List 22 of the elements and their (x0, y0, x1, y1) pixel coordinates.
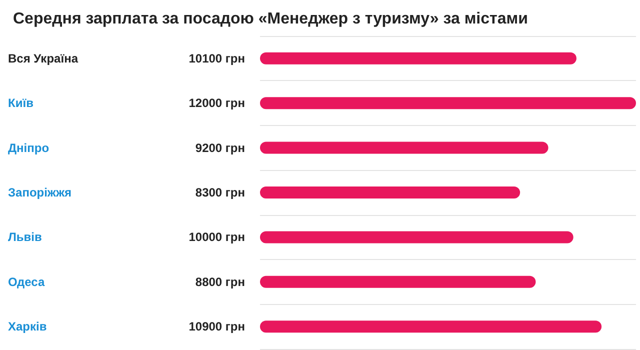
y-tick-label: Київ (8, 96, 34, 110)
y-tick-label: Львів (8, 230, 42, 244)
bar (260, 276, 536, 288)
y-tick-label: Харків (8, 320, 47, 334)
bar (260, 97, 636, 110)
data-label: 10900 грн (188, 320, 245, 334)
bar (260, 320, 602, 333)
bar (260, 142, 548, 154)
chart-title: Середня зарплата за посадою «Менеджер з туризму» за містами (13, 10, 528, 28)
y-tick-label: Запоріжжя (8, 186, 72, 200)
bar (260, 231, 574, 244)
data-label: 8800 грн (195, 274, 245, 289)
data-label: 8300 грн (195, 186, 245, 200)
bar (260, 52, 576, 64)
data-label: 10100 грн (188, 51, 245, 66)
data-label: 10000 грн (188, 230, 245, 244)
bar (260, 186, 520, 198)
y-tick-label: Одеса (8, 274, 45, 289)
y-tick-label: Дніпро (8, 140, 50, 155)
y-tick-label: Вся Україна (8, 51, 78, 66)
data-label: 12000 грн (188, 96, 245, 110)
data-label: 9200 грн (195, 140, 245, 155)
